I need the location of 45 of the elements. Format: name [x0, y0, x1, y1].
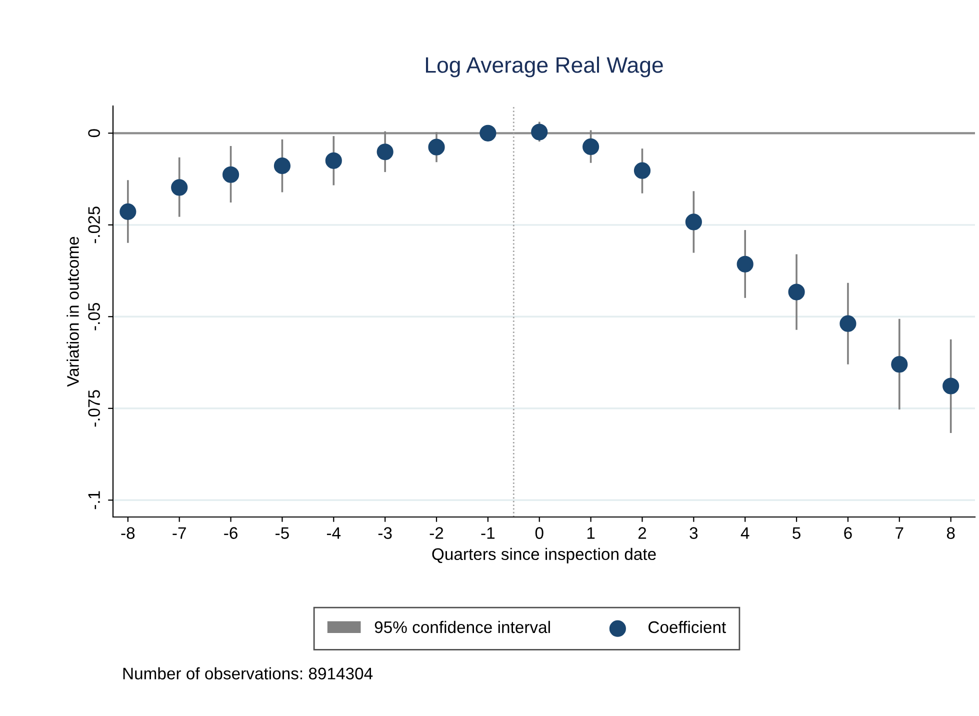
x-tick-label: 6 — [844, 527, 852, 539]
point — [428, 138, 445, 156]
point — [634, 162, 651, 179]
x-tick-label: 8 — [946, 527, 955, 539]
point — [531, 124, 548, 140]
point — [274, 158, 291, 174]
x-axis-title: Quarters since inspection date — [432, 548, 656, 564]
y-tick-label: -.075 — [88, 390, 100, 427]
x-tick-label: 5 — [792, 527, 800, 539]
text: Number of observations: 8914304 — [123, 667, 373, 680]
point — [840, 315, 856, 332]
x-tick-label: 3 — [690, 527, 698, 539]
point — [120, 203, 136, 220]
x-tick-label: -3 — [378, 527, 392, 539]
point — [582, 138, 600, 156]
y-axis-title: Variation in outcome — [66, 236, 79, 387]
x-tick-label: 0 — [535, 527, 544, 539]
y-tick-label: 0 — [88, 129, 100, 138]
y-tick-label: -.1 — [88, 491, 100, 510]
x-tick-label: -5 — [276, 527, 289, 539]
x-tick-label: -7 — [172, 527, 186, 539]
point — [171, 179, 188, 196]
x-tick-label: -6 — [224, 527, 238, 539]
x-tick-label: -4 — [326, 527, 341, 539]
x-tick-label: 7 — [896, 527, 904, 539]
x-tick-label: 4 — [740, 527, 750, 539]
y-tick-label: -.05 — [88, 302, 100, 330]
legend-label: Coefficient — [648, 620, 726, 634]
x-tick-label: -1 — [481, 527, 495, 539]
point — [736, 256, 754, 272]
point — [222, 166, 240, 183]
point — [891, 356, 908, 373]
point — [480, 124, 496, 142]
x-tick-label: -8 — [121, 527, 135, 539]
point — [685, 214, 702, 230]
x-tick-label: 2 — [638, 527, 646, 539]
chart-title: Log Average Real Wage — [426, 56, 663, 78]
legend-label: 95% confidence interval — [374, 620, 550, 634]
x-tick-label: -2 — [430, 527, 444, 539]
point — [376, 144, 394, 160]
x-tick-label: 1 — [587, 527, 595, 539]
y-tick-label: -.025 — [88, 206, 100, 244]
point — [942, 378, 960, 394]
point — [788, 284, 805, 300]
point — [325, 152, 342, 169]
